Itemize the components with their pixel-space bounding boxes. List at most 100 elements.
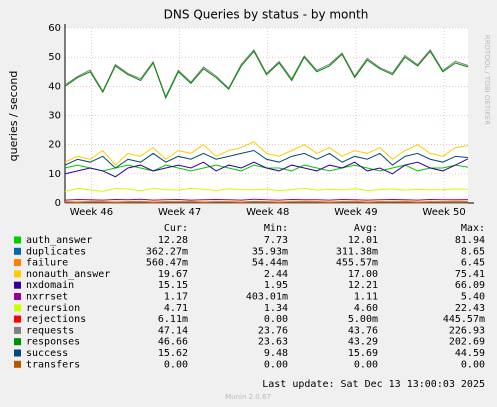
legend-swatch (14, 247, 21, 255)
legend-header: Cur: (164, 223, 188, 234)
legend-stat: 17.00 (348, 269, 378, 280)
legend-header: Min: (264, 223, 288, 234)
legend-swatch (14, 326, 21, 334)
legend-stat: 22.43 (455, 303, 485, 314)
legend-stat: 560.47m (146, 258, 188, 269)
y-tick-label: 0 (55, 198, 61, 209)
legend-stat: 23.76 (258, 325, 288, 336)
legend-stat: 47.14 (158, 325, 188, 336)
legend-stat: 0.00 (354, 359, 378, 370)
legend-stat: 202.69 (449, 337, 485, 348)
legend-stat: 66.09 (455, 280, 485, 291)
legend-header: Avg: (354, 223, 378, 234)
legend-stat: 2.44 (264, 269, 288, 280)
legend-stat: 0.00 (264, 359, 288, 370)
legend-stat: 12.21 (348, 280, 378, 291)
legend-label: rejections (26, 314, 86, 325)
legend-stat: 75.41 (455, 269, 485, 280)
legend-stat: 15.69 (348, 348, 378, 359)
legend-label: recursion (26, 303, 80, 314)
legend-stat: 81.94 (455, 235, 485, 246)
y-tick-label: 60 (48, 23, 61, 34)
legend-label: nonauth_answer (26, 269, 110, 280)
legend-stat: 46.66 (158, 337, 188, 348)
legend-swatch (14, 360, 21, 368)
chart-title: DNS Queries by status - by month (164, 8, 369, 22)
legend-stat: 311.38m (336, 246, 378, 257)
legend-swatch (14, 338, 21, 346)
x-tick-label: Week 46 (70, 207, 113, 218)
legend-stat: 9.48 (264, 348, 288, 359)
legend-stat: 4.60 (354, 303, 378, 314)
legend-stat: 15.15 (158, 280, 188, 291)
legend-stat: 362.27m (146, 246, 188, 257)
legend-swatch (14, 349, 21, 357)
legend-stat: 455.57m (336, 258, 378, 269)
legend-stat: 0.00 (164, 359, 188, 370)
x-tick-label: Week 49 (334, 207, 377, 218)
legend-swatch (14, 281, 21, 289)
legend-label: duplicates (26, 246, 86, 257)
side-text: RRDTOOL / TOBI OETIKER (483, 35, 491, 125)
legend-stat: 44.59 (455, 348, 485, 359)
legend-stat: 403.01m (246, 292, 288, 303)
legend-stat: 445.57m (443, 314, 485, 325)
legend-swatch (14, 304, 21, 312)
legend-swatch (14, 293, 21, 300)
series-line (64, 149, 469, 169)
legend-label: nxdomain (26, 280, 74, 291)
legend-stat: 35.93m (252, 246, 288, 257)
legend-stat: 1.95 (264, 280, 288, 291)
legend-swatch (14, 315, 21, 323)
legend-swatch (14, 259, 21, 267)
y-tick-label: 50 (48, 52, 61, 63)
legend-stat: 43.76 (348, 325, 378, 336)
series-line (64, 49, 469, 98)
legend-stat: 8.65 (461, 246, 485, 257)
series-line (64, 50, 469, 100)
legend-stat: 12.01 (348, 235, 378, 246)
legend-stat: 6.45 (461, 258, 485, 269)
legend-label: requests (26, 325, 74, 336)
legend-stat: 6.11m (158, 314, 188, 325)
x-tick-label: Week 47 (158, 207, 201, 218)
legend-header: Max: (461, 223, 485, 234)
legend-stat: 1.17 (164, 292, 188, 303)
footer: Munin 2.0.67 (225, 393, 271, 401)
last-update: Last update: Sat Dec 13 13:00:03 2025 (262, 379, 485, 390)
legend-stat: 43.29 (348, 337, 378, 348)
series-line (64, 187, 469, 192)
series-line (64, 200, 469, 203)
legend-label: auth_answer (26, 235, 92, 246)
legend-stat: 0.00 (264, 314, 288, 325)
x-tick-label: Week 50 (422, 207, 465, 218)
y-tick-label: 40 (48, 81, 61, 92)
legend-stat: 5.00m (348, 314, 378, 325)
legend-label: failure (26, 258, 68, 269)
legend-label: success (26, 348, 68, 359)
legend-stat: 4.71 (164, 303, 188, 314)
legend-label: nxrrset (26, 292, 68, 303)
legend-stat: 23.63 (258, 337, 288, 348)
legend-stat: 7.73 (264, 235, 288, 246)
legend-label: responses (26, 337, 80, 348)
legend-swatch (14, 270, 21, 278)
legend-stat: 1.34 (264, 303, 288, 314)
series-line (64, 158, 469, 178)
y-tick-label: 20 (48, 140, 61, 151)
x-tick-label: Week 48 (246, 207, 289, 218)
legend-stat: 1.11 (354, 292, 378, 303)
legend-stat: 12.28 (158, 235, 188, 246)
legend-stat: 226.93 (449, 325, 485, 336)
legend-stat: 15.62 (158, 348, 188, 359)
y-tick-label: 30 (48, 111, 61, 122)
legend-swatch (14, 236, 21, 244)
legend-stat: 19.67 (158, 269, 188, 280)
series-line (64, 198, 469, 201)
series-line (64, 141, 469, 166)
legend-label: transfers (26, 359, 80, 370)
legend-stat: 0.00 (461, 359, 485, 370)
legend-stat: 5.40 (461, 292, 485, 303)
y-axis-label: queries / second (7, 71, 20, 162)
